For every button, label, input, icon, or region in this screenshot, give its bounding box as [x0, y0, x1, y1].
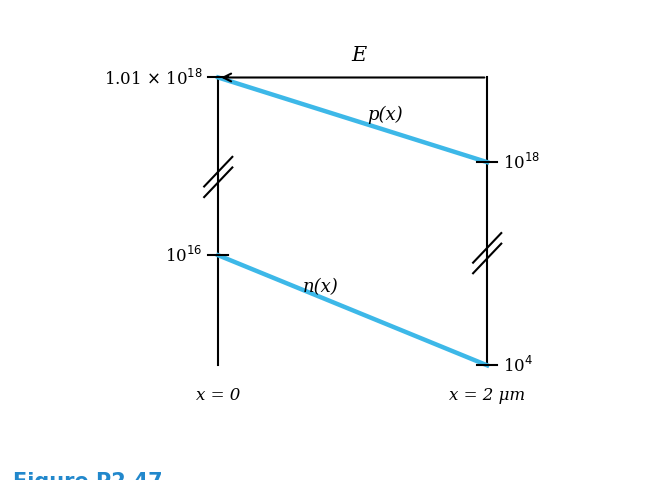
Text: p(x): p(x) [367, 105, 403, 123]
Text: 10$^{4}$: 10$^{4}$ [503, 356, 533, 375]
Text: 10$^{18}$: 10$^{18}$ [503, 153, 540, 173]
Text: x = 2 μm: x = 2 μm [449, 387, 525, 404]
Text: x = 0: x = 0 [196, 387, 240, 404]
Text: 10$^{16}$: 10$^{16}$ [165, 246, 202, 266]
Text: E: E [352, 46, 367, 65]
Text: Figure P2.47: Figure P2.47 [13, 471, 163, 480]
Text: n(x): n(x) [303, 278, 338, 296]
Text: 1.01 $\times$ 10$^{18}$: 1.01 $\times$ 10$^{18}$ [103, 68, 202, 88]
